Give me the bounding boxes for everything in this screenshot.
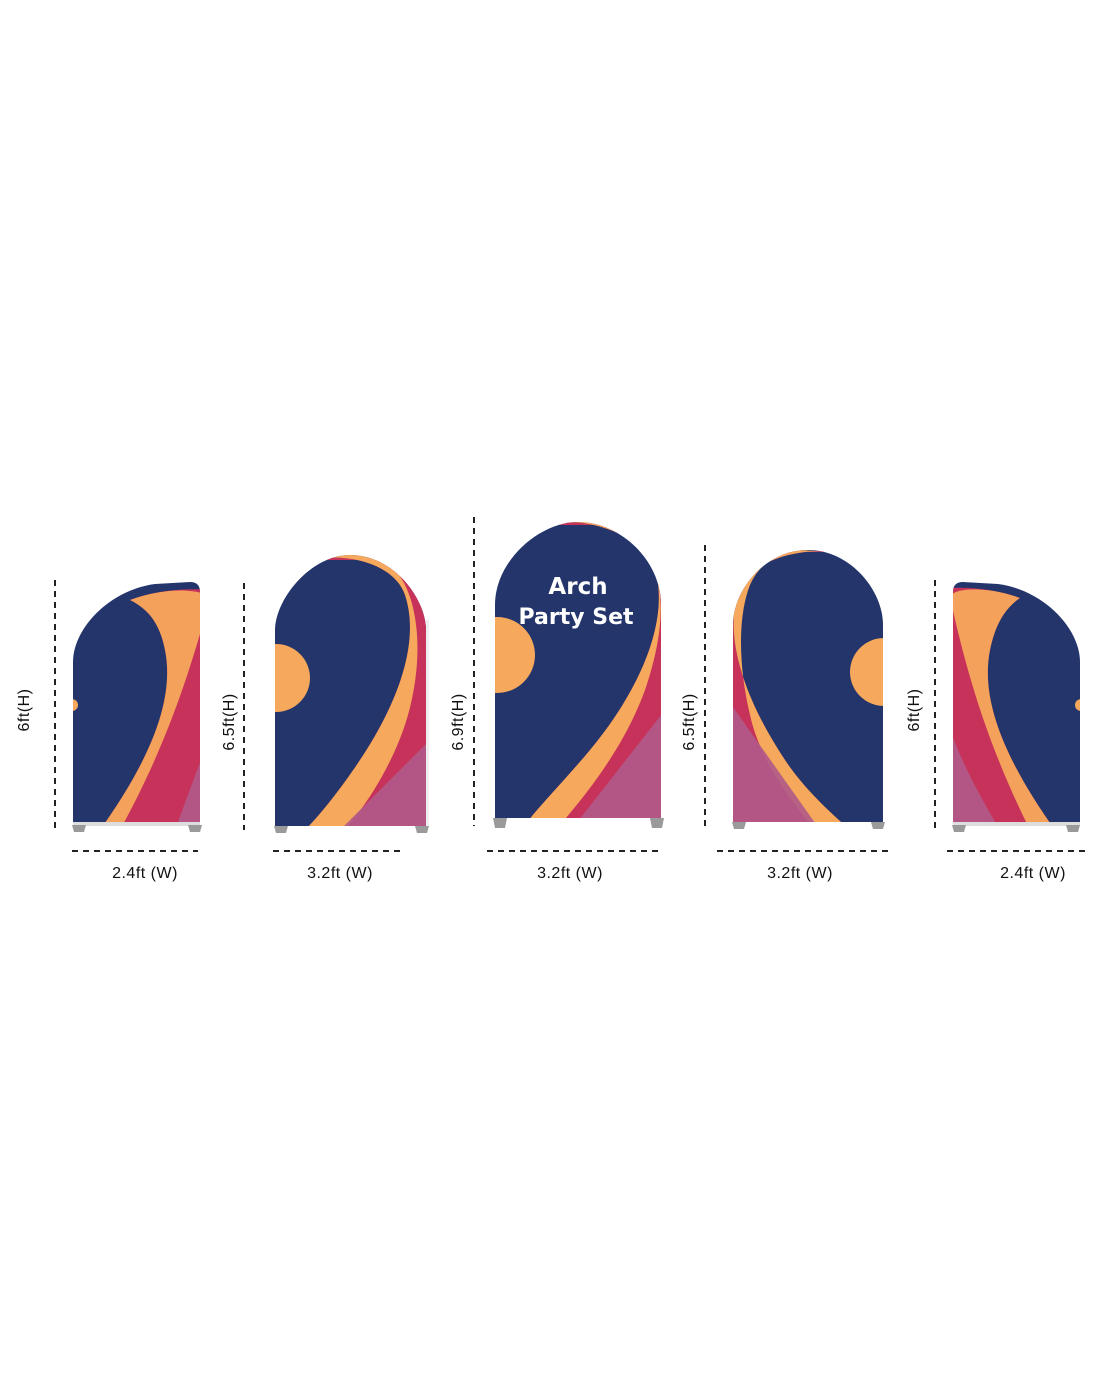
height-label-5: 6ft(H) (906, 689, 923, 732)
right-chiara-panel (952, 582, 1080, 832)
height-label-1: 6ft(H) (16, 689, 33, 732)
width-label-4: 3.2ft (W) (767, 865, 833, 882)
left-chiara-panel (72, 582, 202, 832)
width-label-2: 3.2ft (W) (307, 865, 373, 882)
center-arch-panel: Arch Party Set (493, 522, 664, 828)
height-label-4: 6.5ft(H) (681, 693, 698, 750)
height-label-2: 6.5ft(H) (221, 693, 238, 750)
height-label-3: 6.9ft(H) (450, 693, 467, 750)
product-title-line1: Arch (548, 574, 607, 600)
width-label-3: 3.2ft (W) (537, 865, 603, 882)
left-arch-panel (274, 555, 429, 833)
width-label-5: 2.4ft (W) (1000, 865, 1066, 882)
right-arch-panel (732, 550, 885, 829)
width-label-1: 2.4ft (W) (112, 865, 178, 882)
product-title-line2: Party Set (518, 605, 634, 630)
